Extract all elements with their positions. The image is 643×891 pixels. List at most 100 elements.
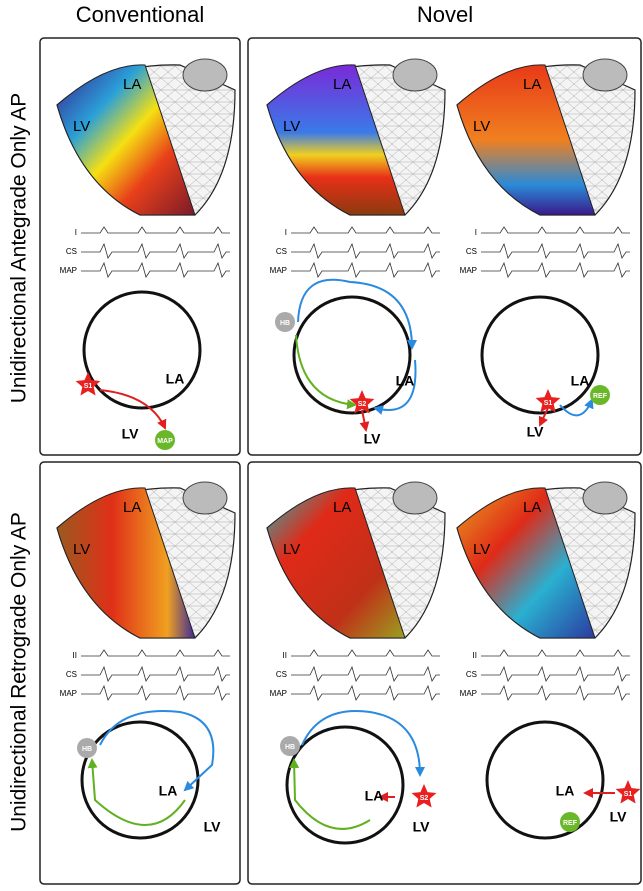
column-header: Conventional xyxy=(76,2,204,27)
diagram-label: LV xyxy=(413,819,431,835)
map-activation xyxy=(456,64,596,216)
trace xyxy=(81,665,230,682)
diagram-label: LA xyxy=(159,783,178,799)
trace-label: MAP xyxy=(460,266,477,275)
heart-icon xyxy=(392,58,438,92)
arrow xyxy=(301,710,425,777)
trace-label: I xyxy=(75,228,77,237)
trace-label: II xyxy=(473,651,477,660)
map-label: LA xyxy=(123,76,141,93)
trace xyxy=(481,261,630,278)
circuit xyxy=(292,295,412,415)
column-header: Novel xyxy=(417,2,473,27)
badge-label: S1 xyxy=(84,383,93,390)
map-label: LV xyxy=(473,541,490,558)
heart-icon xyxy=(182,58,228,92)
trace xyxy=(481,226,630,234)
arrow xyxy=(559,398,594,417)
trace xyxy=(481,242,630,259)
diagram-label: LA xyxy=(166,371,185,387)
site-badge xyxy=(560,812,580,832)
diagram-label: LV xyxy=(364,431,382,447)
trace xyxy=(291,242,440,259)
trace xyxy=(291,649,440,657)
circuit xyxy=(480,295,600,415)
arrow xyxy=(289,758,371,830)
trace-label: CS xyxy=(466,670,477,679)
diagram-label: LV xyxy=(204,819,222,835)
trace-label: I xyxy=(475,228,477,237)
heart-icon xyxy=(182,481,228,515)
trace-label: CS xyxy=(276,247,287,256)
trace-label: MAP xyxy=(270,689,287,698)
stimulus-star xyxy=(349,390,375,414)
circuit xyxy=(82,290,202,410)
badge-label: REF xyxy=(563,820,578,827)
site-badge xyxy=(275,312,295,332)
circuit xyxy=(80,720,200,840)
map-activation xyxy=(56,487,196,639)
badge-label: S1 xyxy=(624,791,633,798)
trace xyxy=(291,261,440,278)
badge-label: S2 xyxy=(358,401,367,408)
trace-label: MAP xyxy=(60,689,77,698)
heart-icon xyxy=(582,481,628,515)
badge-label: HB xyxy=(285,744,295,751)
arrow xyxy=(87,758,186,826)
trace-label: II xyxy=(73,651,77,660)
site-badge xyxy=(77,738,97,758)
site-badge xyxy=(280,736,300,756)
trace xyxy=(291,684,440,701)
trace xyxy=(81,684,230,701)
circuit xyxy=(485,720,605,840)
badge-label: HB xyxy=(280,320,290,327)
badge-label: REF xyxy=(593,393,608,400)
arrow xyxy=(297,278,417,350)
map-label: LV xyxy=(473,118,490,135)
diagram-label: LA xyxy=(365,788,384,804)
trace xyxy=(81,261,230,278)
diagram-label: LV xyxy=(122,426,140,442)
trace-label: MAP xyxy=(460,689,477,698)
trace-label: CS xyxy=(66,247,77,256)
badge-label: S2 xyxy=(420,795,429,802)
map-label: LV xyxy=(283,541,300,558)
stimulus-star xyxy=(411,784,437,808)
site-badge xyxy=(590,385,610,405)
trace-label: I xyxy=(285,228,287,237)
badge-label: S1 xyxy=(544,400,553,407)
circuit xyxy=(285,725,405,845)
stimulus-star xyxy=(615,780,641,804)
trace xyxy=(81,242,230,259)
map-label: LV xyxy=(73,541,90,558)
row-label: Unidirectional Antegrade Only AP xyxy=(8,93,31,404)
trace xyxy=(481,684,630,701)
map-activation xyxy=(456,487,596,639)
trace-label: CS xyxy=(66,670,77,679)
arrow xyxy=(359,409,370,432)
trace xyxy=(481,665,630,682)
map-label: LA xyxy=(333,499,351,516)
arrow xyxy=(373,359,417,415)
diagram-label: LA xyxy=(396,373,415,389)
map-label: LA xyxy=(123,499,141,516)
map-label: LV xyxy=(73,118,90,135)
heart-icon xyxy=(582,58,628,92)
panel-frame xyxy=(247,37,642,456)
arrow xyxy=(99,710,215,792)
map-activation xyxy=(266,487,406,639)
panel-frame xyxy=(39,37,241,456)
diagram-label: LV xyxy=(527,424,545,440)
map-label: LA xyxy=(333,76,351,93)
trace xyxy=(481,649,630,657)
heart-icon xyxy=(392,481,438,515)
map-label: LA xyxy=(523,499,541,516)
stimulus-star xyxy=(535,389,561,413)
trace-label: MAP xyxy=(270,266,287,275)
map-activation xyxy=(266,64,406,216)
map-label: LA xyxy=(523,76,541,93)
arrow xyxy=(538,407,549,427)
arrow xyxy=(295,334,357,410)
row-label: Unidirectional Retrograde Only AP xyxy=(8,512,31,832)
trace-label: CS xyxy=(276,670,287,679)
